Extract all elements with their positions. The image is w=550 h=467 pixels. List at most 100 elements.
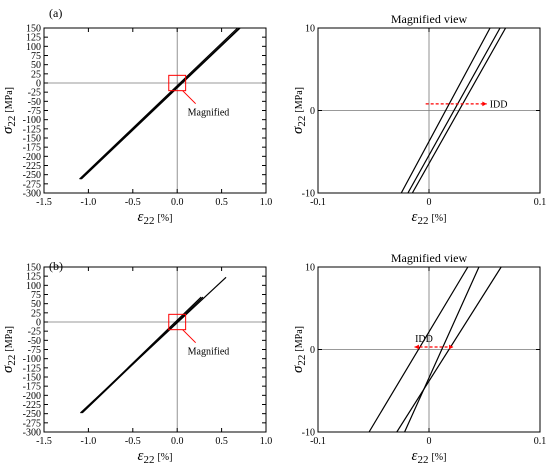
y-tick-label: 125: [26, 272, 41, 283]
x-tick-label: 1.0: [260, 436, 273, 447]
y-tick-label: -250: [23, 170, 41, 181]
y-tick-label: -125: [23, 124, 41, 135]
y-tick-label: -150: [23, 373, 41, 384]
y-tick-label: 0: [36, 79, 41, 90]
magnified-region-box: [168, 313, 187, 331]
y-tick-label: -50: [28, 97, 41, 108]
idd-arrowhead-end: [449, 344, 454, 350]
y-axis-unit: [MPa]: [294, 87, 305, 113]
idd-arrowhead-start: [414, 344, 419, 350]
magnified-annotation: Magnified: [188, 108, 230, 119]
x-tick-label: -0.1: [310, 436, 326, 447]
y-tick-label: -275: [23, 179, 41, 190]
series-line-2: [80, 296, 202, 414]
magnified-leader-line: [182, 329, 196, 344]
y-tick-label: 100: [26, 281, 41, 292]
y-tick-label: 0: [36, 318, 41, 329]
chart-a-stress-strain: -1.5 -1.0 -0.5 0.0 0.5 1.0-300-275-250-225-20…: [0, 24, 272, 228]
y-axis-symbol: σ: [290, 126, 306, 134]
y-axis-label: σ22 [MPa]: [0, 326, 18, 373]
y-tick-label: 0: [310, 345, 315, 356]
y-tick-label: 150: [26, 263, 41, 274]
series-line-2: [404, 267, 480, 432]
series-line-3: [396, 267, 502, 432]
idd-arrowhead-end: [482, 101, 487, 107]
x-axis-unit: [%]: [157, 213, 172, 224]
x-tick-label: -0.5: [125, 197, 141, 208]
x-tick-label: 0.5: [215, 436, 228, 447]
x-tick-label: 0.5: [215, 197, 228, 208]
x-tick-label: 0.1: [534, 436, 547, 447]
y-tick-label: 10: [305, 263, 315, 274]
x-tick-label: -0.5: [125, 436, 141, 447]
magnified-leader-line: [182, 90, 196, 105]
x-axis-label: ε22 [%]: [412, 448, 447, 466]
x-axis-unit: [%]: [431, 452, 446, 463]
y-tick-label: -100: [23, 115, 41, 126]
series-line-3: [81, 296, 204, 414]
y-tick-label: -250: [23, 409, 41, 420]
x-axis-unit: [%]: [157, 452, 172, 463]
y-tick-label: -175: [23, 143, 41, 154]
y-axis-unit: [MPa]: [294, 326, 305, 352]
x-tick-label: 0.1: [534, 197, 547, 208]
x-tick-label: -1.5: [36, 436, 52, 447]
y-tick-label: 0: [310, 106, 315, 117]
magnified-region-box: [168, 74, 187, 92]
y-tick-label: 10: [305, 24, 315, 35]
y-tick-label: 125: [26, 33, 41, 44]
y-tick-label: -10: [302, 189, 315, 200]
x-axis-label: ε22 [%]: [412, 209, 447, 227]
series-group: [400, 28, 507, 193]
y-tick-label: -10: [302, 428, 315, 439]
panel-label-b: (b): [49, 259, 63, 273]
y-axis-label: σ22 [MPa]: [0, 87, 18, 134]
y-axis-label: σ22 [MPa]: [290, 87, 308, 134]
y-tick-label: -300: [23, 428, 41, 439]
chart-title: Magnified view: [391, 12, 468, 26]
x-axis-label: ε22 [%]: [138, 448, 173, 466]
y-tick-label: -300: [23, 189, 41, 200]
y-axis-symbol: σ: [0, 126, 16, 134]
y-tick-label: 150: [26, 24, 41, 35]
y-tick-label: -75: [28, 345, 41, 356]
y-axis-symbol: σ: [0, 365, 16, 373]
x-tick-label: -0.1: [310, 197, 326, 208]
x-axis-symbol: ε: [138, 448, 144, 464]
magnified-annotation: Magnified: [188, 347, 230, 358]
x-axis-symbol: ε: [138, 209, 144, 225]
x-tick-label: -1.0: [80, 197, 96, 208]
series-line-1: [79, 28, 238, 180]
y-tick-label: -200: [23, 391, 41, 402]
y-axis-label: σ22 [MPa]: [290, 326, 308, 373]
panel-label-a: (a): [49, 6, 62, 20]
x-tick-label: 1.0: [260, 197, 273, 208]
x-tick-label: 0: [427, 197, 432, 208]
x-tick-label: -1.0: [80, 436, 96, 447]
x-axis-subscript: 22: [417, 215, 428, 227]
idd-label: IDD: [490, 99, 508, 110]
y-tick-label: -225: [23, 161, 41, 172]
y-axis-subscript: 22: [296, 355, 308, 366]
series-line-1: [400, 28, 491, 193]
y-tick-label: 50: [31, 299, 41, 310]
series-line-1: [368, 267, 469, 432]
series-line-2: [407, 28, 501, 193]
y-axis-subscript: 22: [6, 355, 18, 366]
y-axis-unit: [MPa]: [4, 87, 15, 113]
x-axis-unit: [%]: [431, 213, 446, 224]
y-tick-label: -75: [28, 106, 41, 117]
chart-title: Magnified view: [391, 251, 468, 265]
series-line-3: [80, 28, 241, 180]
y-tick-label: 100: [26, 42, 41, 53]
x-axis-subscript: 22: [143, 454, 154, 466]
plot-frame: [43, 266, 267, 433]
y-axis-subscript: 22: [296, 116, 308, 127]
idd-label: IDD: [415, 334, 433, 345]
x-tick-label: 0: [427, 436, 432, 447]
y-tick-label: 25: [31, 308, 41, 319]
x-axis-subscript: 22: [143, 215, 154, 227]
y-tick-label: -150: [23, 134, 41, 145]
